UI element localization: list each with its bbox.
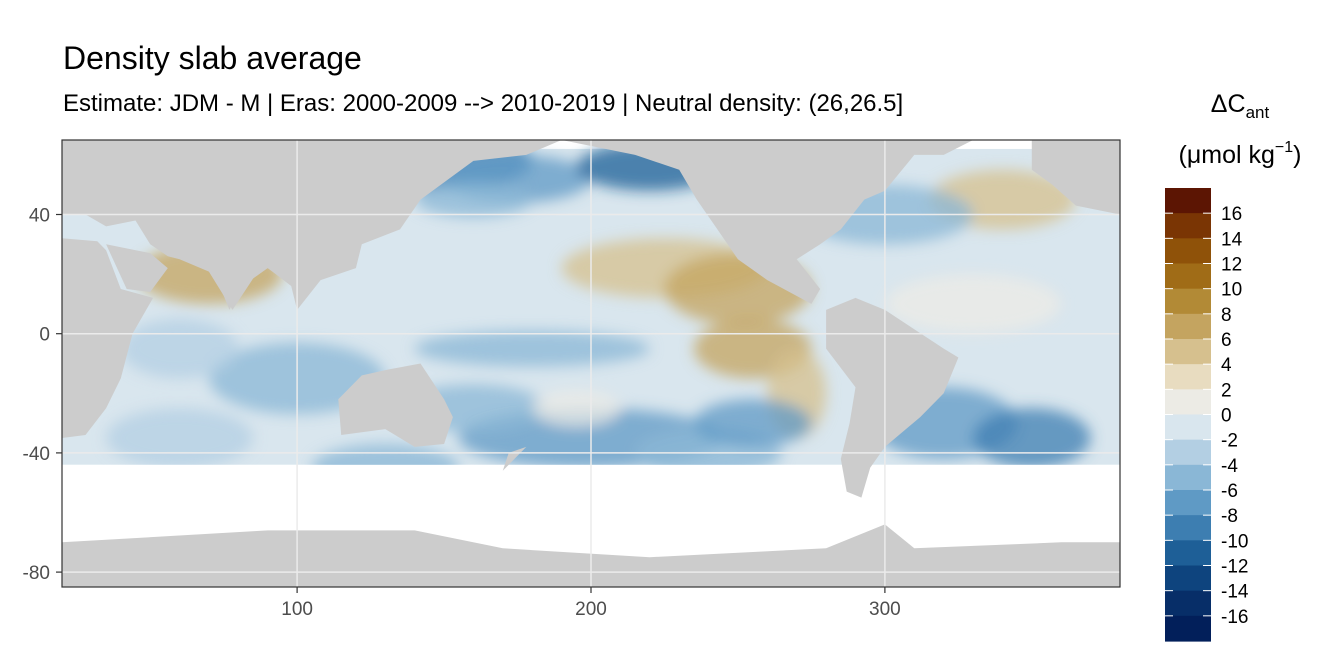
x-tick-label: 100 [281, 599, 313, 620]
x-axis: 100 200 300 [281, 587, 901, 620]
colorbar-step [1165, 565, 1211, 592]
colorbar-step [1165, 213, 1211, 239]
anomaly-patch [106, 408, 254, 468]
colorbar-step [1165, 515, 1211, 541]
colorbar-legend: ΔCant (μmol kg−1) 16 14 12 10 8 6 4 2 0 -2 -4 -6 -8 -10… [1165, 90, 1301, 642]
india-land [203, 262, 256, 310]
legend-label: -2 [1221, 431, 1238, 452]
legend-label: -16 [1221, 607, 1248, 628]
legend-label: 0 [1221, 406, 1232, 427]
legend-label: 4 [1221, 355, 1232, 376]
legend-label: -8 [1221, 506, 1238, 527]
legend-label: 12 [1221, 255, 1242, 276]
legend-label: 16 [1221, 204, 1242, 225]
y-tick-label: -40 [23, 444, 50, 465]
colorbar-step [1165, 364, 1211, 390]
y-tick-label: 40 [29, 206, 50, 227]
legend-label: -6 [1221, 481, 1238, 502]
legend-label: -4 [1221, 456, 1238, 477]
legend-label: 6 [1221, 330, 1232, 351]
colorbar-step [1165, 490, 1211, 516]
y-axis: 40 0 -40 -80 [23, 206, 62, 584]
colorbar-step [1165, 590, 1211, 617]
legend-label: -12 [1221, 557, 1248, 578]
eurasia-land [62, 140, 562, 310]
colorbar-step [1165, 188, 1211, 214]
colorbar-step [1165, 615, 1211, 642]
colorbar-step [1165, 389, 1211, 416]
y-tick-label: 0 [39, 325, 50, 346]
x-tick-label: 300 [869, 599, 901, 620]
colorbar-step [1165, 313, 1211, 340]
colorbar-step [1165, 464, 1211, 491]
colorbar-step [1165, 414, 1211, 441]
colorbar-step [1165, 439, 1211, 466]
nz-land [502, 446, 527, 471]
map-panel [62, 140, 1120, 587]
legend-label: -14 [1221, 582, 1249, 603]
anomaly-patch [532, 390, 621, 427]
anomaly-patch [414, 330, 650, 367]
anomaly-patch [884, 274, 1062, 334]
chart-subtitle: Estimate: JDM - M | Eras: 2000-2009 --> … [63, 90, 904, 117]
anomaly-patch [693, 399, 812, 447]
y-tick-label: -80 [23, 563, 50, 584]
legend-label: -10 [1221, 531, 1248, 552]
legend-title: ΔCant [1211, 90, 1270, 122]
europe-land [1031, 140, 1120, 215]
legend-label: 2 [1221, 380, 1232, 401]
arabia-land [106, 244, 168, 292]
chart-title: Density slab average [63, 40, 362, 76]
australia-land [338, 363, 453, 447]
colorbar-step [1165, 288, 1211, 315]
anomaly-patch [973, 408, 1091, 468]
colorbar-step [1165, 263, 1211, 290]
x-tick-label: 200 [575, 599, 607, 620]
colorbar-step [1165, 540, 1211, 567]
colorbar-step [1165, 238, 1211, 265]
anomaly-patch [120, 318, 239, 379]
north-america-land [561, 140, 915, 304]
gridlines [62, 140, 1120, 587]
south-america-land [826, 297, 959, 498]
africa-land [62, 238, 154, 438]
legend-units: (μmol kg−1) [1179, 139, 1302, 169]
legend-label: 10 [1221, 280, 1242, 301]
legend-label: 8 [1221, 305, 1232, 326]
legend-label: 14 [1221, 229, 1243, 250]
colorbar-step [1165, 339, 1211, 365]
anomaly-patch [414, 181, 533, 218]
greenland-land [884, 140, 974, 155]
